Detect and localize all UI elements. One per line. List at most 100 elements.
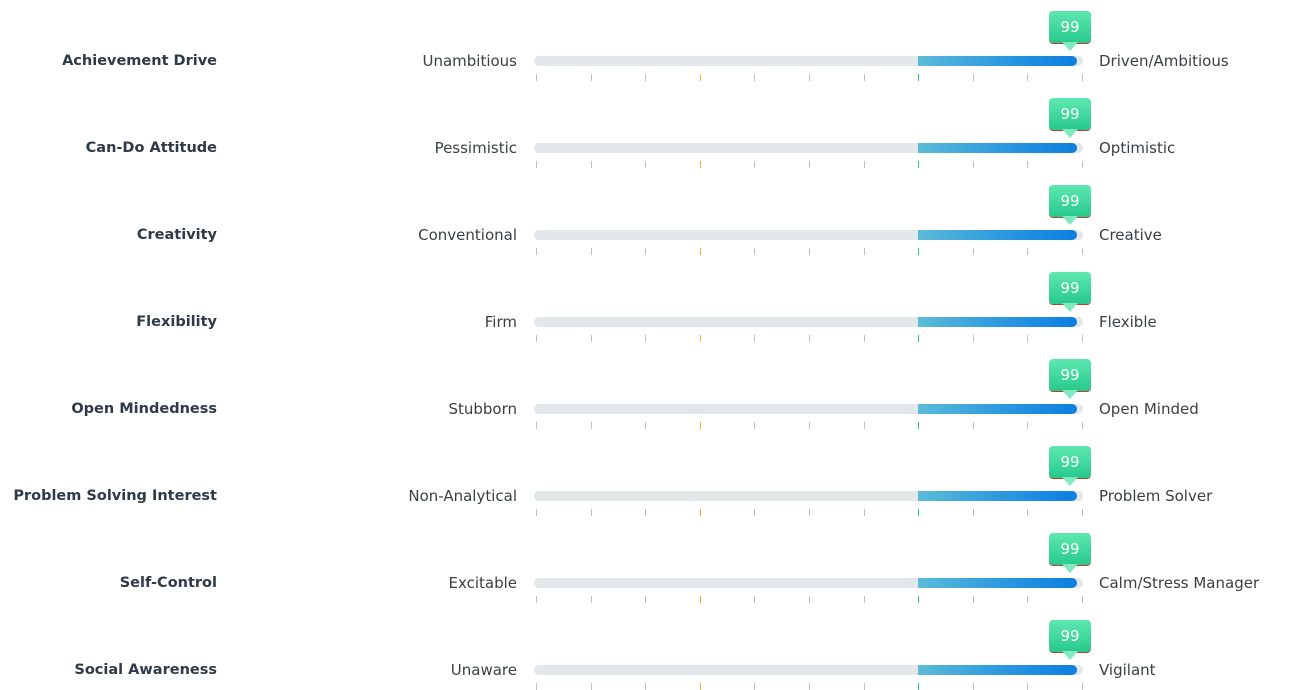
tick-mark bbox=[591, 422, 592, 429]
trait-name: Open Mindedness bbox=[71, 401, 217, 417]
tick-mark bbox=[864, 335, 865, 342]
trait-row: Flexibility Firm 99 Flexible bbox=[0, 272, 1293, 342]
tick-mark-good bbox=[918, 596, 919, 603]
score-track bbox=[534, 404, 1083, 414]
tick-mark bbox=[1082, 422, 1083, 429]
score-bar bbox=[918, 317, 1077, 327]
score-marker: 99 bbox=[1049, 446, 1091, 486]
score-value-label: 99 bbox=[1049, 446, 1091, 478]
marker-pointer-icon bbox=[1062, 303, 1078, 312]
marker-pointer-icon bbox=[1062, 42, 1078, 51]
tick-mark bbox=[645, 161, 646, 168]
tick-mark bbox=[645, 335, 646, 342]
tick-mark bbox=[536, 248, 537, 255]
score-marker: 99 bbox=[1049, 98, 1091, 138]
tick-mark bbox=[754, 596, 755, 603]
tick-mark bbox=[645, 74, 646, 81]
tick-mark bbox=[536, 335, 537, 342]
high-anchor-label: Creative bbox=[1099, 226, 1162, 244]
tick-mark bbox=[536, 422, 537, 429]
tick-mark bbox=[1027, 596, 1028, 603]
high-anchor-label: Flexible bbox=[1099, 313, 1157, 331]
tick-mark bbox=[1027, 509, 1028, 516]
tick-mark bbox=[591, 596, 592, 603]
tick-mark-good bbox=[918, 248, 919, 255]
score-bar bbox=[918, 56, 1077, 66]
tick-mark-warning bbox=[700, 509, 701, 516]
tick-mark bbox=[809, 509, 810, 516]
tick-mark-warning bbox=[700, 596, 701, 603]
tick-mark bbox=[1082, 74, 1083, 81]
tick-mark bbox=[973, 335, 974, 342]
tick-mark bbox=[809, 683, 810, 690]
score-track bbox=[534, 143, 1083, 153]
tick-mark bbox=[864, 161, 865, 168]
score-value-label: 99 bbox=[1049, 11, 1091, 43]
tick-mark bbox=[864, 596, 865, 603]
tick-mark bbox=[1082, 509, 1083, 516]
tick-mark bbox=[1027, 422, 1028, 429]
tick-mark bbox=[809, 335, 810, 342]
tick-mark bbox=[645, 683, 646, 690]
tick-mark bbox=[591, 248, 592, 255]
score-value-label: 99 bbox=[1049, 620, 1091, 652]
low-anchor-label: Stubborn bbox=[448, 400, 517, 418]
low-anchor-label: Unambitious bbox=[422, 52, 517, 70]
tick-mark bbox=[1027, 248, 1028, 255]
tick-mark bbox=[864, 422, 865, 429]
tick-mark bbox=[809, 161, 810, 168]
tick-mark bbox=[864, 509, 865, 516]
trait-row: Problem Solving Interest Non-Analytical 99… bbox=[0, 446, 1293, 516]
tick-mark bbox=[754, 335, 755, 342]
tick-mark bbox=[973, 509, 974, 516]
tick-mark bbox=[645, 509, 646, 516]
trait-row: Creativity Conventional 99 Creative bbox=[0, 185, 1293, 255]
low-anchor-label: Pessimistic bbox=[434, 139, 517, 157]
tick-mark bbox=[1027, 74, 1028, 81]
score-track bbox=[534, 491, 1083, 501]
tick-mark bbox=[536, 683, 537, 690]
tick-mark-good bbox=[918, 74, 919, 81]
score-track bbox=[534, 317, 1083, 327]
tick-mark-warning bbox=[700, 248, 701, 255]
score-bar bbox=[918, 230, 1077, 240]
trait-name: Self-Control bbox=[119, 575, 217, 591]
tick-mark bbox=[1082, 248, 1083, 255]
tick-mark bbox=[754, 161, 755, 168]
trait-name: Social Awareness bbox=[74, 662, 217, 678]
trait-name: Creativity bbox=[136, 227, 217, 243]
score-value-label: 99 bbox=[1049, 533, 1091, 565]
tick-mark-good bbox=[918, 161, 919, 168]
high-anchor-label: Optimistic bbox=[1099, 139, 1176, 157]
trait-row: Social Awareness Unaware 99 Vigilant bbox=[0, 620, 1293, 690]
score-bar bbox=[918, 578, 1077, 588]
score-track bbox=[534, 56, 1083, 66]
trait-name: Achievement Drive bbox=[62, 53, 217, 69]
tick-mark bbox=[536, 509, 537, 516]
marker-pointer-icon bbox=[1062, 390, 1078, 399]
trait-row: Achievement Drive Unambitious 99 Driven/Amb… bbox=[0, 11, 1293, 81]
high-anchor-label: Problem Solver bbox=[1099, 487, 1213, 505]
score-marker: 99 bbox=[1049, 272, 1091, 312]
tick-mark bbox=[1082, 683, 1083, 690]
tick-mark bbox=[645, 248, 646, 255]
tick-mark bbox=[973, 248, 974, 255]
tick-mark bbox=[591, 335, 592, 342]
tick-mark bbox=[973, 683, 974, 690]
tick-mark-good bbox=[918, 335, 919, 342]
score-value-label: 99 bbox=[1049, 98, 1091, 130]
score-marker: 99 bbox=[1049, 359, 1091, 399]
marker-pointer-icon bbox=[1062, 477, 1078, 486]
tick-mark-warning bbox=[700, 422, 701, 429]
tick-mark bbox=[973, 422, 974, 429]
score-marker: 99 bbox=[1049, 533, 1091, 573]
trait-name: Problem Solving Interest bbox=[13, 488, 217, 504]
tick-mark bbox=[864, 683, 865, 690]
score-bar bbox=[918, 491, 1077, 501]
marker-pointer-icon bbox=[1062, 129, 1078, 138]
tick-mark bbox=[754, 509, 755, 516]
low-anchor-label: Excitable bbox=[448, 574, 518, 592]
score-bar bbox=[918, 404, 1077, 414]
score-value-label: 99 bbox=[1049, 359, 1091, 391]
